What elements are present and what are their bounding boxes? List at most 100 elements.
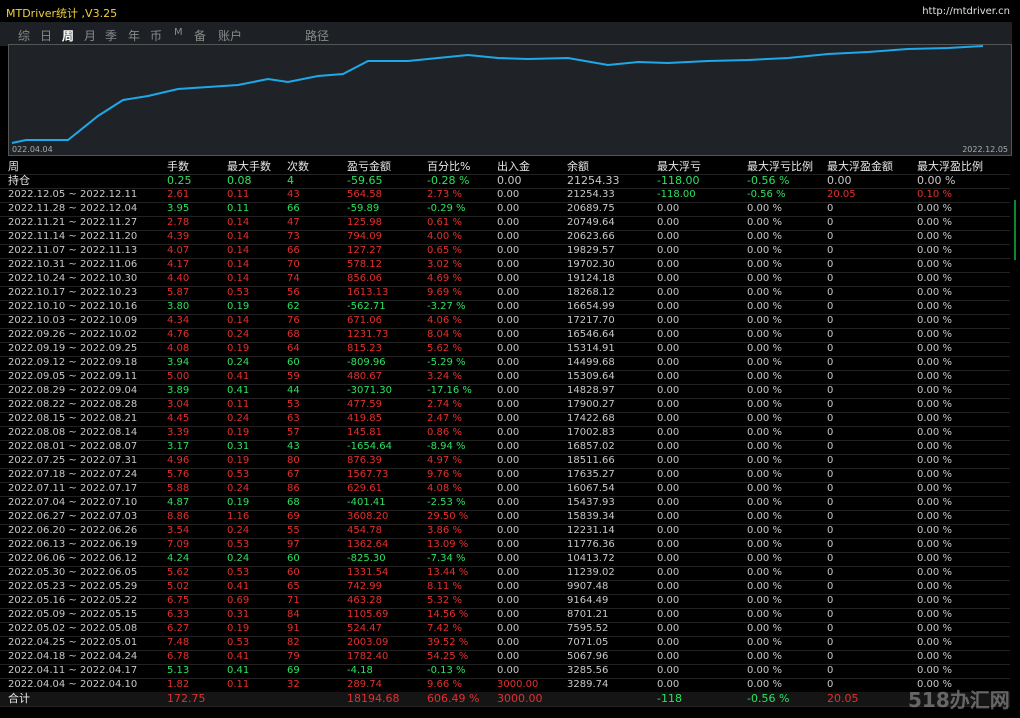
table-cell: 18194.68	[347, 692, 400, 705]
table-cell: 0.00	[657, 315, 680, 326]
tab[interactable]: 币	[150, 29, 163, 43]
table-cell: 8.86	[167, 511, 190, 522]
table-cell: 0.00	[657, 553, 680, 564]
table-cell: 79	[287, 651, 300, 662]
total-row: 合计 172.75 18194.68 606.49 % 3000.00 -118 -0.56…	[0, 692, 1010, 707]
table-cell: 0.00 %	[917, 637, 952, 648]
table-cell: 18511.66	[567, 455, 615, 466]
table-cell: 0.00	[657, 231, 680, 242]
table-cell: 0	[827, 511, 834, 522]
table-cell: 3.54	[167, 525, 190, 536]
table-cell: 0	[827, 245, 834, 256]
table-cell: 0.53	[227, 637, 250, 648]
table-cell: 29.50 %	[427, 511, 469, 522]
tab[interactable]: 季	[105, 29, 118, 43]
table-cell: 0.00	[497, 665, 520, 676]
tab[interactable]: 账户	[218, 29, 243, 43]
table-cell: 69	[287, 511, 300, 522]
table-cell: 0.00 %	[747, 483, 782, 494]
table-cell: 0	[827, 665, 834, 676]
table-cell: 0.00	[497, 385, 520, 396]
week-row: 2022.11.14 ~ 2022.11.20 4.39 0.14 73 794.09 4…	[0, 230, 1010, 245]
table-cell: -0.56 %	[747, 692, 790, 705]
table-cell: 0.19	[227, 301, 250, 312]
table-cell: 2022.08.08 ~ 2022.08.14	[8, 427, 138, 438]
table-cell: 5.32 %	[427, 595, 462, 606]
tab[interactable]: 年	[128, 29, 141, 43]
table-cell: 0.00	[497, 189, 520, 200]
table-cell: 0.00	[497, 623, 520, 634]
tab[interactable]: M	[174, 27, 183, 38]
table-cell: 2022.05.30 ~ 2022.06.05	[8, 567, 138, 578]
tab[interactable]: 日	[40, 29, 53, 43]
table-cell: 0.00 %	[917, 497, 952, 508]
table-cell: 1331.54	[347, 567, 389, 578]
table-cell: -1654.64	[347, 441, 392, 452]
table-cell: 20749.64	[567, 217, 615, 228]
table-cell: 0.00 %	[917, 679, 952, 690]
table-cell: 0.00 %	[917, 623, 952, 634]
table-cell: 62	[287, 301, 300, 312]
table-cell: 2022.12.05 ~ 2022.12.11	[8, 189, 138, 200]
table-cell: 0.00 %	[747, 553, 782, 564]
table-cell: 76	[287, 315, 300, 326]
table-cell: 16857.02	[567, 441, 615, 452]
table-cell: 0.00 %	[747, 525, 782, 536]
table-cell: 0.00	[657, 609, 680, 620]
table-cell: 2.47 %	[427, 413, 462, 424]
table-cell: 0	[827, 581, 834, 592]
table-cell: 2022.04.18 ~ 2022.04.24	[8, 651, 138, 662]
table-cell: 0.00	[497, 399, 520, 410]
table-cell: -4.18	[347, 665, 373, 676]
table-cell: 0.00 %	[917, 357, 952, 368]
table-cell: 564.58	[347, 189, 382, 200]
table-cell: 0.10 %	[917, 189, 952, 200]
table-cell: 0.00	[497, 245, 520, 256]
tab[interactable]: 月	[84, 29, 97, 43]
table-cell: 0.00	[657, 483, 680, 494]
table-cell: 0.00	[497, 259, 520, 270]
table-cell: 73	[287, 231, 300, 242]
table-cell: 0.24	[227, 525, 250, 536]
table-cell: 0.00	[497, 273, 520, 284]
table-cell: 0.11	[227, 203, 250, 214]
table-cell: 18268.12	[567, 287, 615, 298]
table-cell: 4.08 %	[427, 483, 462, 494]
tab[interactable]: 周	[62, 29, 75, 43]
table-cell: 0.00	[497, 357, 520, 368]
table-cell: 1231.73	[347, 329, 389, 340]
table-cell: 2.74 %	[427, 399, 462, 410]
table-cell: 17002.83	[567, 427, 615, 438]
table-cell: 0.25	[167, 174, 192, 187]
table-cell: 2022.09.19 ~ 2022.09.25	[8, 343, 138, 354]
tab[interactable]: 备	[194, 29, 207, 43]
table-cell: -2.53 %	[427, 497, 466, 508]
table-cell: 0	[827, 651, 834, 662]
table-cell: 6.27	[167, 623, 190, 634]
table-cell: 2022.09.26 ~ 2022.10.02	[8, 329, 138, 340]
table-cell: 463.28	[347, 595, 382, 606]
table-cell: 0.11	[227, 189, 250, 200]
table-cell: 1.82	[167, 679, 190, 690]
table-cell: 578.12	[347, 259, 382, 270]
table-cell: 65	[287, 581, 300, 592]
header-row: 周 手数 最大手数 次数 盈亏金额 百分比% 出入金 余额 最大浮亏 最大浮亏比例 最大浮盈金额 最大…	[0, 160, 1010, 175]
week-row: 2022.07.11 ~ 2022.07.17 5.88 0.24 86 629.61 4…	[0, 482, 1010, 497]
table-cell: 0.00	[497, 174, 522, 187]
week-row: 2022.04.18 ~ 2022.04.24 6.78 0.41 79 1782.40…	[0, 650, 1010, 665]
table-cell: 0.00 %	[917, 245, 952, 256]
url[interactable]: http://mtdriver.cn	[922, 6, 1010, 17]
table-cell: 5.88	[167, 483, 190, 494]
table-cell: 3289.74	[567, 679, 609, 690]
tab[interactable]: 综	[18, 29, 31, 43]
week-row: 2022.05.02 ~ 2022.05.08 6.27 0.19 91 524.47 7…	[0, 622, 1010, 637]
table-cell: 0.31	[227, 441, 250, 452]
table-cell: 0.00 %	[917, 665, 952, 676]
table-cell: 2022.05.02 ~ 2022.05.08	[8, 623, 138, 634]
table-cell: 17635.27	[567, 469, 615, 480]
table-cell: 876.39	[347, 455, 382, 466]
table-cell: 2022.06.20 ~ 2022.06.26	[8, 525, 138, 536]
tab[interactable]: 路径	[305, 29, 330, 43]
table-cell: 0.14	[227, 273, 250, 284]
table-cell: 0.00 %	[747, 357, 782, 368]
